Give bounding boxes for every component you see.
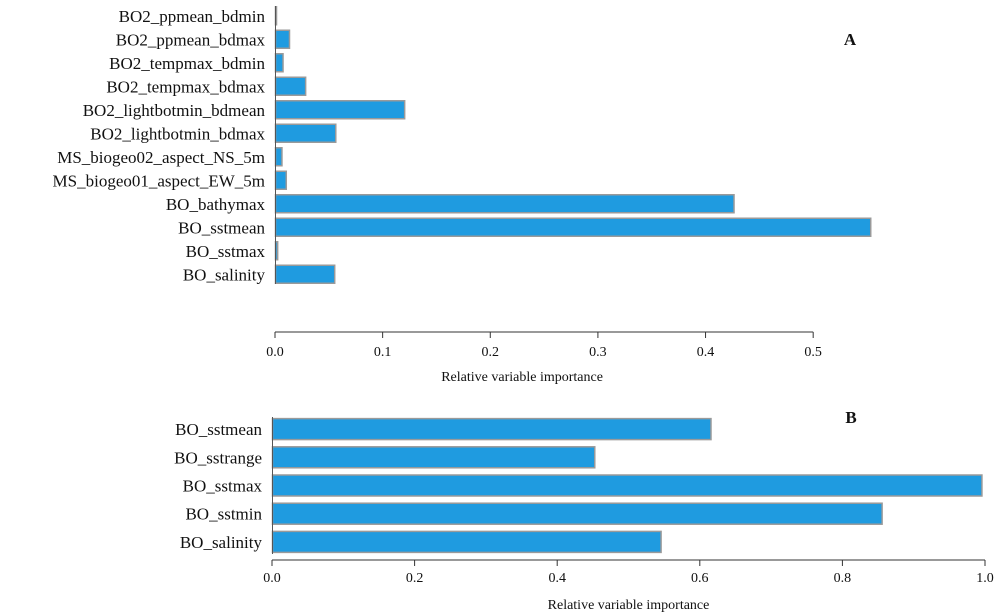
bar	[271, 417, 712, 441]
x-tick-label: 0.6	[691, 571, 709, 586]
bar	[274, 123, 337, 143]
category-label: BO2_tempmax_bdmax	[106, 77, 265, 96]
x-tick-label: 0.2	[482, 345, 500, 360]
bar	[271, 502, 883, 525]
bar	[271, 474, 983, 497]
category-label: BO_sstmean	[178, 218, 265, 237]
x-tick-label: 0.5	[804, 345, 822, 360]
x-axis-title: Relative variable importance	[548, 598, 710, 613]
category-label: BO2_lightbotmin_bdmean	[83, 101, 266, 120]
x-tick-label: 0.0	[266, 345, 284, 360]
bar	[274, 194, 735, 214]
x-tick-label: 0.3	[589, 345, 607, 360]
bar	[271, 446, 596, 469]
category-label: BO2_lightbotmin_bdmax	[90, 124, 265, 143]
chart-panel-a: A BO2_ppmean_bdmin BO2_ppmean_bdmax BO2_tem…	[53, 6, 872, 385]
category-label: BO_sstmax	[186, 242, 266, 261]
category-label: BO_sstmax	[183, 477, 263, 496]
x-tick-label: 0.1	[374, 345, 392, 360]
bar	[274, 100, 406, 120]
bar	[274, 76, 307, 96]
bar	[274, 53, 284, 73]
bar	[274, 147, 283, 167]
x-tick-label: 0.4	[548, 571, 566, 586]
x-tick-label: 0.4	[697, 345, 715, 360]
category-label: BO_salinity	[183, 265, 266, 284]
category-label: BO_sstmean	[175, 420, 262, 439]
chart-panel-b: B BO_sstmean BO_sstrange BO_sstmax BO_sstmin…	[174, 408, 994, 613]
x-axis-title: Relative variable importance	[441, 370, 603, 385]
category-label: BO_bathymax	[166, 195, 266, 214]
bar	[274, 29, 291, 49]
category-label: BO_sstmin	[185, 505, 262, 524]
category-label: BO2_ppmean_bdmax	[116, 30, 266, 49]
bar	[274, 170, 288, 190]
category-label: BO_sstrange	[174, 448, 262, 467]
x-tick-label: 0.0	[263, 571, 281, 586]
bar	[274, 264, 336, 284]
bar	[274, 217, 872, 237]
bar	[271, 530, 662, 554]
panel-label: A	[844, 30, 857, 49]
x-tick-label: 1.0	[976, 571, 994, 586]
x-tick-label: 0.8	[834, 571, 852, 586]
category-label: MS_biogeo01_aspect_EW_5m	[53, 171, 265, 190]
x-tick-label: 0.2	[406, 571, 424, 586]
category-label: MS_biogeo02_aspect_NS_5m	[57, 148, 265, 167]
panel-label: B	[845, 408, 856, 427]
category-label: BO2_tempmax_bdmin	[109, 54, 265, 73]
category-label: BO_salinity	[180, 533, 263, 552]
category-label: BO2_ppmean_bdmin	[119, 7, 266, 26]
